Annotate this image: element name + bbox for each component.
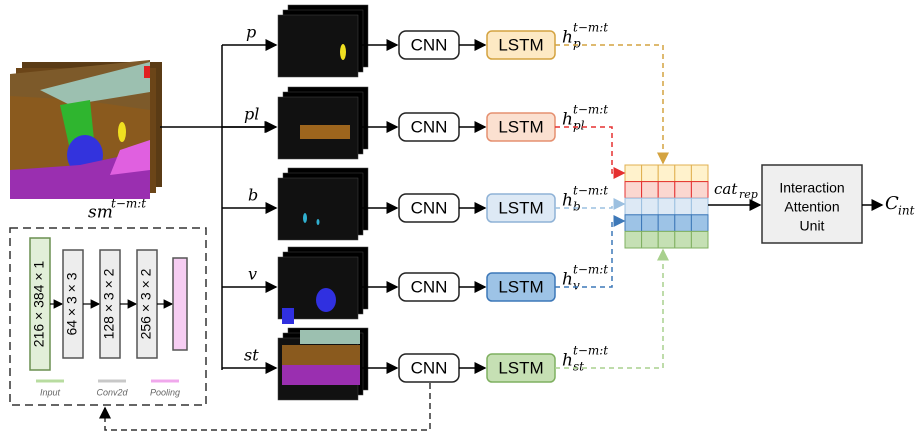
branch-label: pl xyxy=(244,105,259,124)
lstm-label: LSTM xyxy=(498,358,543,377)
pool-layer xyxy=(173,258,187,350)
layer-label: 216 × 384 × 1 xyxy=(31,261,47,348)
layer-label: 256 × 3 × 2 xyxy=(138,268,154,339)
concat-base: cat xyxy=(714,180,738,198)
lstm-label: LSTM xyxy=(498,35,543,54)
branch-label: st xyxy=(244,346,259,365)
grid-cell xyxy=(675,215,692,232)
hidden-sup: t−m:t xyxy=(573,21,608,35)
attention-label: Interaction xyxy=(779,180,844,196)
segment xyxy=(303,213,307,223)
grid-cell xyxy=(658,231,675,248)
segment xyxy=(282,308,294,324)
grid-cell xyxy=(642,182,659,199)
grid-cell xyxy=(675,182,692,199)
hidden-sup: t−m:t xyxy=(573,103,608,117)
branch-label: v xyxy=(248,265,257,284)
hidden-sup: t−m:t xyxy=(573,184,608,198)
grid-cell xyxy=(625,198,642,215)
grid-cell xyxy=(675,198,692,215)
segment xyxy=(300,125,350,139)
hidden-link xyxy=(555,45,663,163)
grid-cell xyxy=(691,198,708,215)
grid-cell xyxy=(658,215,675,232)
layer-label: 64 × 3 × 3 xyxy=(64,272,80,335)
grid-cell xyxy=(642,198,659,215)
attention-label: Attention xyxy=(784,199,839,215)
segment xyxy=(282,365,360,385)
output-base: C xyxy=(885,193,899,214)
hidden-sup: t−m:t xyxy=(573,344,608,358)
segment xyxy=(300,330,360,344)
cnn-label: CNN xyxy=(411,277,448,296)
branch-label: b xyxy=(248,186,258,205)
input-sup: t−m:t xyxy=(111,197,146,211)
key-label: Input xyxy=(40,387,61,397)
grid-cell xyxy=(658,198,675,215)
grid-cell xyxy=(642,231,659,248)
cnn-label: CNN xyxy=(411,358,448,377)
concat-sub: rep xyxy=(739,188,758,201)
segment xyxy=(317,219,320,225)
grid-cell xyxy=(691,231,708,248)
hidden-sub: st xyxy=(573,360,584,374)
hidden-sub: pl xyxy=(573,119,585,133)
input-stack xyxy=(10,60,162,199)
grid-cell xyxy=(625,182,642,199)
grid-cell xyxy=(625,165,642,182)
grid-cell xyxy=(691,215,708,232)
key-label: Pooling xyxy=(150,387,180,397)
concat-grid xyxy=(625,165,708,248)
output-sub: int xyxy=(898,204,915,218)
grid-cell xyxy=(625,215,642,232)
hidden-sub: p xyxy=(573,37,581,51)
segment xyxy=(282,345,360,365)
segment xyxy=(316,288,336,312)
hidden-sub: v xyxy=(573,279,580,293)
grid-cell xyxy=(642,165,659,182)
grid-cell xyxy=(658,182,675,199)
hidden-sub: b xyxy=(573,200,581,214)
grid-cell xyxy=(625,231,642,248)
grid-cell xyxy=(691,182,708,199)
grid-cell xyxy=(675,165,692,182)
branch-label: p xyxy=(246,23,256,42)
hidden-link xyxy=(555,127,624,173)
input-label: sm xyxy=(88,203,113,223)
grid-cell xyxy=(642,215,659,232)
diagram: smt−m:tpCNNLSTMht−m:tpplCNNLSTMht−m:tplb… xyxy=(0,0,919,433)
grid-cell xyxy=(658,165,675,182)
cnn-label: CNN xyxy=(411,117,448,136)
frame xyxy=(278,15,358,77)
cnn-label: CNN xyxy=(411,35,448,54)
cnn-label: CNN xyxy=(411,198,448,217)
frame xyxy=(278,178,358,240)
layer-label: 128 × 3 × 2 xyxy=(101,268,117,339)
attention-label: Unit xyxy=(800,218,825,234)
lstm-label: LSTM xyxy=(498,277,543,296)
grid-cell xyxy=(691,165,708,182)
hidden-sup: t−m:t xyxy=(573,263,608,277)
key-label: Conv2d xyxy=(96,387,128,397)
lstm-label: LSTM xyxy=(498,198,543,217)
grid-cell xyxy=(675,231,692,248)
lstm-label: LSTM xyxy=(498,117,543,136)
segment xyxy=(340,44,346,60)
